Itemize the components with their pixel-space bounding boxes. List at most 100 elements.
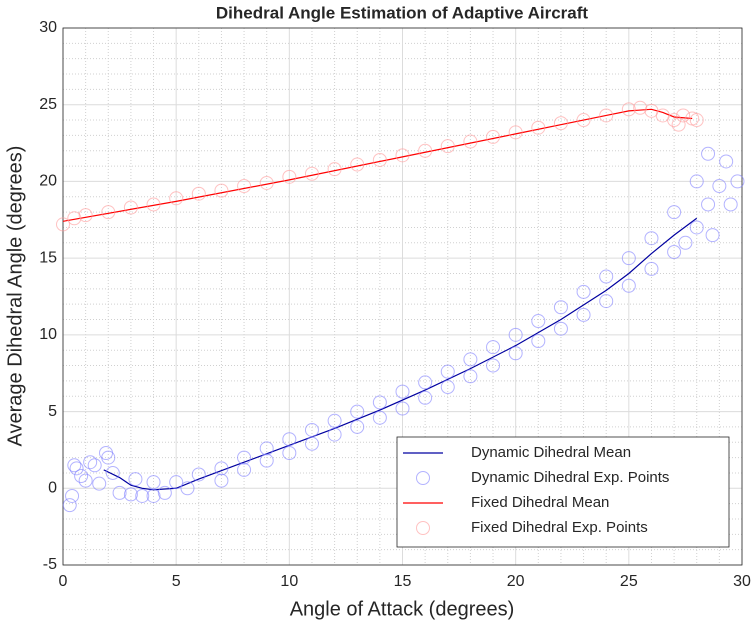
scatter-point — [67, 211, 82, 226]
scatter-point — [599, 108, 614, 123]
scatter-point — [372, 152, 387, 167]
scatter-point — [259, 441, 274, 456]
x-tick-label: 5 — [172, 573, 181, 590]
chart-title: Dihedral Angle Estimation of Adaptive Ai… — [216, 3, 589, 22]
scatter-point — [644, 231, 659, 246]
scatter-point — [689, 113, 704, 128]
legend-box — [396, 436, 730, 548]
scatter-point — [123, 487, 138, 502]
scatter-point — [678, 235, 693, 250]
scatter-point — [599, 294, 614, 309]
scatter-point — [304, 166, 319, 181]
scatter-point — [395, 401, 410, 416]
x-tick-label: 10 — [280, 573, 298, 590]
x-axis-label: Angle of Attack (degrees) — [290, 598, 515, 620]
scatter-point — [701, 146, 716, 161]
scatter-point — [705, 228, 720, 243]
scatter-point — [372, 395, 387, 410]
scatter-point — [87, 458, 102, 473]
scatter-point — [599, 269, 614, 284]
scatter-point — [633, 100, 648, 115]
scatter-point — [395, 384, 410, 399]
scatter-point — [62, 498, 77, 513]
scatter-point — [327, 413, 342, 428]
y-tick-label: 15 — [39, 249, 57, 266]
scatter-point — [576, 113, 591, 128]
scatter-point — [463, 134, 478, 149]
scatter-point — [531, 120, 546, 135]
scatter-point — [689, 220, 704, 235]
scatter-point — [486, 129, 501, 144]
scatter-point — [508, 125, 523, 140]
scatter-point — [644, 261, 659, 276]
scatter-point — [553, 321, 568, 336]
scatter-point — [531, 314, 546, 329]
scatter-point — [418, 390, 433, 405]
legend-symbol — [416, 521, 430, 535]
scatter-point — [157, 485, 172, 500]
scatter-point — [169, 475, 184, 490]
scatter-point — [123, 200, 138, 215]
scatter-point — [259, 175, 274, 190]
scatter-point — [395, 148, 410, 163]
scatter-point — [576, 284, 591, 299]
scatter-point — [105, 465, 120, 480]
scatter-point — [418, 375, 433, 390]
scatter-point — [92, 476, 107, 491]
scatter-point — [237, 450, 252, 465]
line-series — [62, 108, 693, 222]
scatter-point — [463, 352, 478, 367]
scatter-point — [701, 197, 716, 212]
scatter-point — [78, 473, 93, 488]
scatter-point — [83, 455, 98, 470]
scatter-point — [676, 108, 691, 123]
scatter-point — [112, 485, 127, 500]
scatter-point — [56, 217, 70, 232]
legend-symbol — [416, 471, 430, 485]
x-tick-label: 0 — [59, 573, 68, 590]
scatter-point — [237, 462, 252, 477]
scatter-point — [135, 488, 150, 503]
scatter-point — [719, 154, 734, 169]
scatter-point — [531, 333, 546, 348]
scatter-point — [621, 278, 636, 293]
scatter-point — [440, 139, 455, 154]
y-tick-label: 30 — [39, 19, 57, 36]
scatter-point — [372, 410, 387, 425]
y-axis-label: Average Dihedral Angle (degrees) — [4, 146, 26, 447]
y-tick-label: 0 — [48, 480, 57, 497]
scatter-point — [214, 473, 229, 488]
scatter-point — [146, 475, 161, 490]
scatter-point — [671, 117, 686, 132]
scatter-point — [214, 461, 229, 476]
y-tick-label: 10 — [39, 326, 57, 343]
scatter-point — [282, 445, 297, 460]
scatter-point — [101, 450, 116, 465]
scatter-point — [101, 205, 116, 220]
scatter-point — [327, 162, 342, 177]
scatter-point — [486, 358, 501, 373]
scatter-point — [128, 472, 143, 487]
scatter-point — [621, 251, 636, 266]
scatter-point — [67, 458, 82, 473]
scatter-point — [74, 469, 89, 484]
scatter-point — [350, 157, 365, 172]
legend-label: Dynamic Dihedral Mean — [471, 444, 631, 461]
scatter-point — [214, 183, 229, 198]
legend-label: Fixed Dihedral Mean — [471, 494, 609, 511]
scatter-point — [553, 300, 568, 315]
scatter-point — [723, 197, 738, 212]
scatter-point — [508, 346, 523, 361]
scatter-point — [440, 380, 455, 395]
scatter-point — [667, 113, 682, 128]
scatter-point — [350, 404, 365, 419]
scatter-point — [350, 419, 365, 434]
scatter-point — [667, 245, 682, 260]
scatter-point — [146, 488, 161, 503]
scatter-point — [304, 422, 319, 437]
scatter-point — [463, 369, 478, 384]
scatter-point — [486, 340, 501, 355]
x-tick-label: 20 — [507, 573, 525, 590]
x-tick-label: 25 — [620, 573, 638, 590]
scatter-point — [191, 467, 206, 482]
